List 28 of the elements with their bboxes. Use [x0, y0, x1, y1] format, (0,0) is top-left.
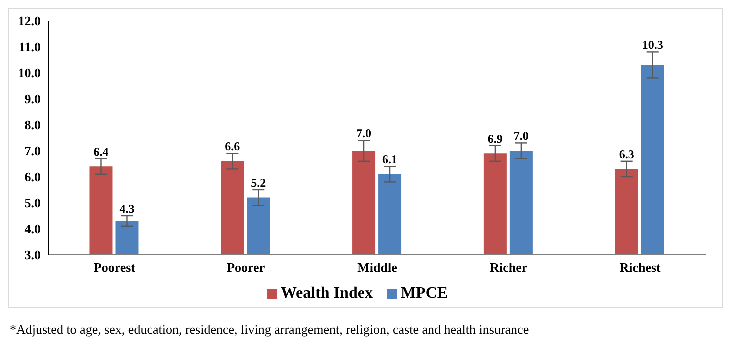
text: 7.0 [356, 126, 372, 141]
x-tick-label: Poorer [227, 260, 266, 276]
legend-label: MPCE [400, 285, 448, 303]
x-tick-label: Richest [620, 260, 662, 276]
y-tick-label: 11.0 [18, 40, 41, 55]
y-tick-label: 5.0 [24, 196, 41, 211]
x-tick-label: Poorest [94, 260, 136, 276]
text: 6.4 [94, 144, 109, 159]
x-tick-label: Richer [490, 260, 528, 276]
y-tick-label: 3.0 [24, 248, 41, 263]
y-tick-label: 12.0 [18, 14, 41, 29]
legend-label: Wealth Index [280, 285, 373, 303]
text: 6.1 [382, 152, 398, 167]
text: 6.9 [488, 132, 503, 146]
y-tick-label: 4.0 [24, 222, 41, 237]
text: 10.3 [642, 38, 664, 52]
text: *Adjusted to age, sex, education, residence, living arrangement, religion, caste and health insurance [10, 322, 530, 338]
y-tick-label: 7.0 [24, 144, 41, 159]
text: 5.2 [251, 176, 266, 190]
y-tick-label: 9.0 [24, 92, 41, 107]
text: 7.0 [514, 129, 529, 144]
text: 6.3 [619, 147, 634, 162]
y-tick-label: 8.0 [24, 118, 41, 133]
y-tick-label: 6.0 [24, 170, 41, 185]
y-tick-label: 10.0 [18, 66, 41, 81]
text: 4.3 [120, 202, 135, 216]
x-tick-label: Middle [358, 260, 398, 276]
text: 6.6 [225, 140, 240, 154]
